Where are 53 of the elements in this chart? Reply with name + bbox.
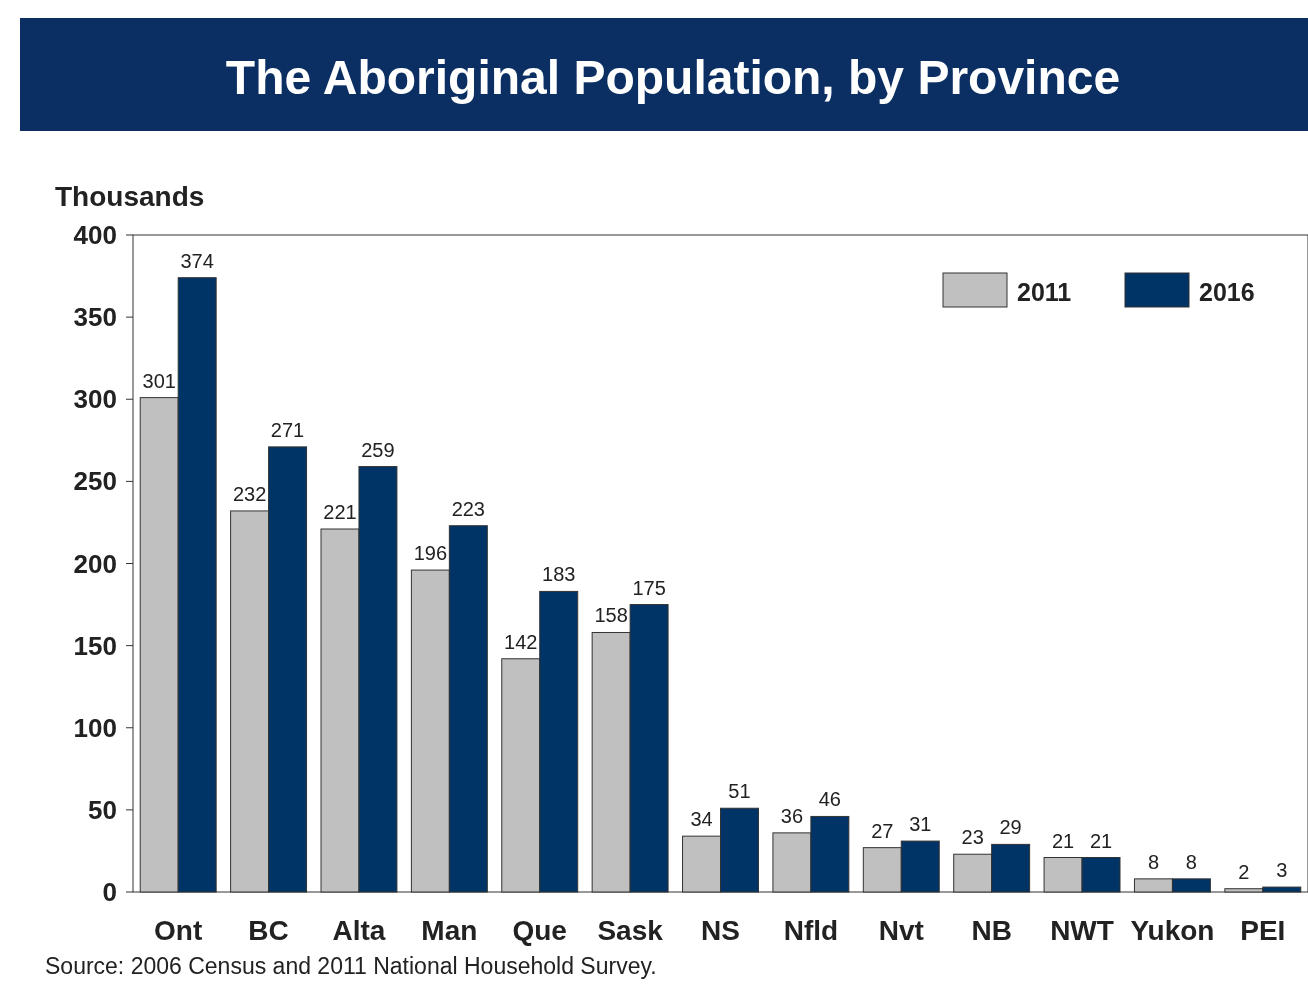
x-tick-label: Que (512, 915, 567, 946)
y-tick-label: 0 (102, 877, 117, 907)
x-tick-label: Ont (154, 915, 203, 946)
data-label: 36 (780, 804, 804, 827)
data-label: 27 (871, 819, 894, 842)
data-label: 271 (270, 418, 305, 441)
data-label: 223 (451, 497, 486, 520)
data-label: 8 (1185, 850, 1197, 873)
y-tick-label: 350 (73, 302, 117, 333)
data-label: 31 (909, 813, 932, 836)
data-label: 196 (413, 542, 448, 565)
data-label: 51 (728, 780, 751, 803)
data-label: 3 (1276, 859, 1288, 882)
data-label: 221 (323, 501, 357, 524)
data-label: 29 (999, 816, 1022, 839)
data-label: 232 (232, 482, 267, 505)
y-tick-label: 400 (73, 220, 117, 250)
chart-title: The Aboriginal Population, by Province (225, 51, 1121, 104)
x-tick-label: NB (971, 915, 1012, 946)
x-tick-label: Man (421, 915, 478, 946)
x-tick-label: NS (701, 915, 740, 946)
data-label: 374 (180, 249, 214, 272)
data-label: 8 (1147, 850, 1159, 873)
data-label: 21 (1051, 829, 1075, 852)
x-tick-label: NWT (1050, 915, 1114, 946)
data-label: 23 (961, 826, 984, 849)
legend-label: 2016 (1199, 278, 1255, 306)
data-label: 2 (1238, 860, 1250, 883)
data-label: 183 (542, 563, 576, 586)
y-tick-label: 300 (73, 384, 117, 415)
data-label: 175 (632, 576, 666, 599)
x-tick-label: Alta (332, 915, 386, 946)
x-tick-label: Nfld (783, 915, 839, 946)
data-label: 158 (594, 604, 628, 627)
y-tick-label: 100 (73, 712, 117, 743)
data-label: 46 (818, 788, 841, 811)
x-tick-label: PEI (1240, 915, 1286, 946)
data-label: 259 (361, 438, 395, 461)
source-note: Source: 2006 Census and 2011 National Household Survey. (45, 953, 657, 979)
x-tick-label: Nvt (878, 915, 924, 946)
data-label: 301 (142, 369, 176, 392)
x-tick-label: BC (248, 915, 289, 946)
y-tick-label: 50 (88, 794, 117, 825)
x-tick-label: Sask (597, 915, 664, 946)
data-label: 34 (690, 808, 713, 831)
y-tick-label: 200 (73, 548, 117, 579)
y-tick-label: 250 (73, 466, 117, 497)
data-label: 142 (504, 630, 538, 653)
data-label: 21 (1089, 829, 1113, 852)
legend-label: 2011 (1017, 278, 1072, 306)
y-axis-title: Thousands (55, 181, 205, 212)
y-tick-label: 150 (73, 630, 117, 661)
x-tick-label: Yukon (1130, 915, 1215, 946)
